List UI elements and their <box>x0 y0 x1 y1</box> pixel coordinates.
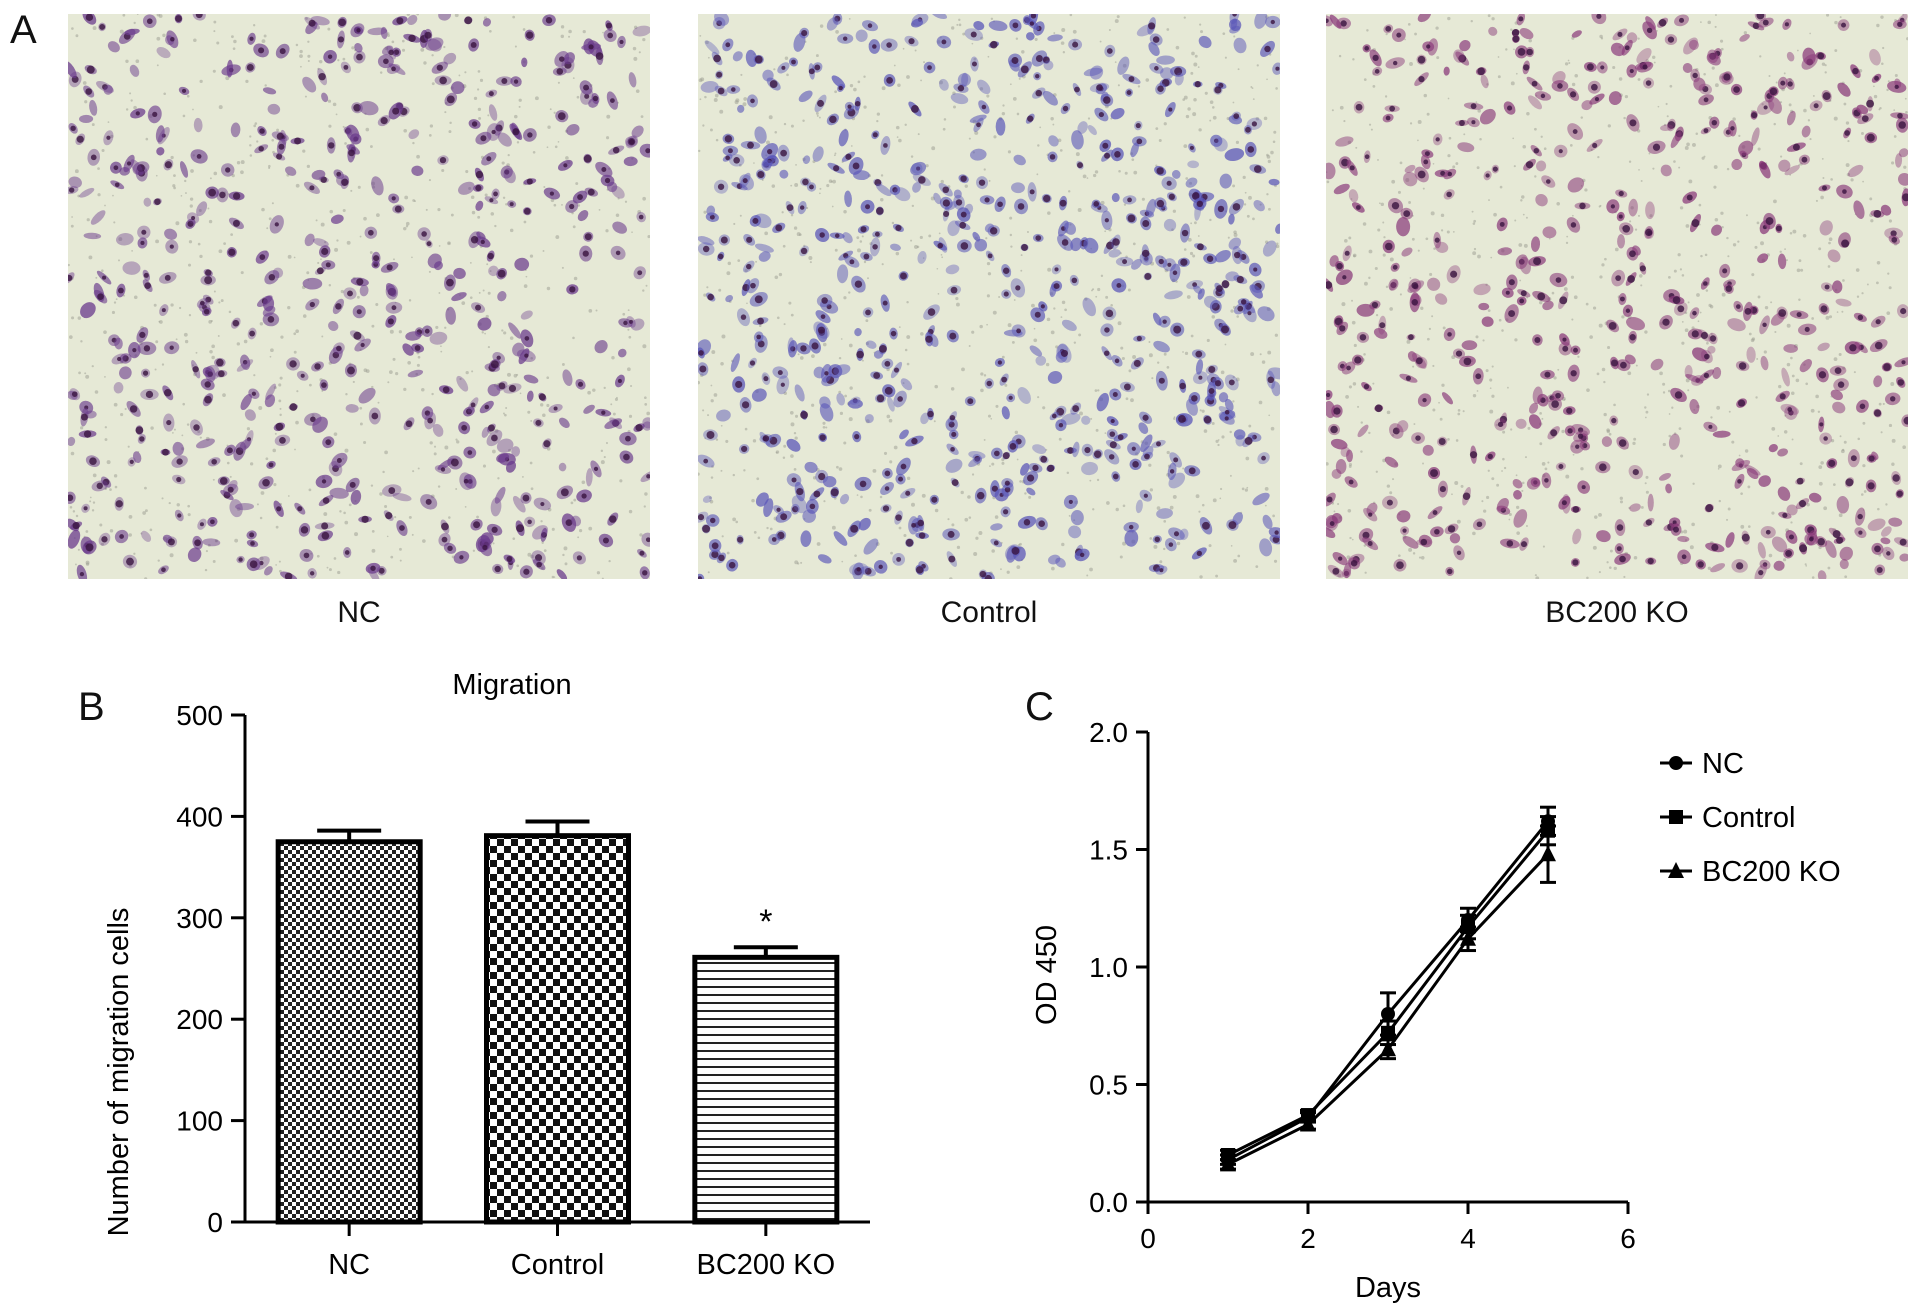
y-tick-label: 0 <box>207 1207 223 1238</box>
micrograph-texture <box>698 14 1280 579</box>
bar <box>692 954 840 1225</box>
x-tick-label: 2 <box>1300 1223 1316 1254</box>
bar <box>275 839 423 1225</box>
x-tick-label: 4 <box>1460 1223 1476 1254</box>
legend-marker <box>1669 756 1683 770</box>
y-tick-label: 500 <box>176 700 223 731</box>
y-tick-label: 1.5 <box>1089 835 1128 866</box>
line-chart-xlabel: Days <box>1355 1272 1421 1304</box>
data-point <box>1300 1115 1316 1132</box>
data-point <box>1460 929 1476 946</box>
data-point <box>1220 1155 1236 1172</box>
data-point <box>1381 1025 1395 1040</box>
micrograph-bc200-ko <box>1326 14 1908 579</box>
y-tick-label: 400 <box>176 801 223 832</box>
legend-label: NC <box>1702 748 1744 780</box>
legend-label: Control <box>1702 802 1796 834</box>
y-tick-label: 0.5 <box>1089 1070 1128 1101</box>
x-tick-label: NC <box>328 1249 370 1281</box>
micrograph-caption-nc: NC <box>337 596 381 629</box>
y-tick-label: 100 <box>176 1106 223 1137</box>
data-point <box>1540 845 1556 862</box>
micrograph-texture <box>68 14 650 579</box>
panel-label-a: A <box>10 8 37 52</box>
micrograph-texture <box>1326 14 1908 579</box>
legend-marker <box>1669 810 1683 824</box>
bar-chart-title: Migration <box>452 669 571 701</box>
y-tick-label: 200 <box>176 1004 223 1035</box>
micrograph-control <box>698 14 1280 579</box>
significance-mark: * <box>759 903 772 941</box>
y-tick-label: 2.0 <box>1089 717 1128 748</box>
growth-line-chart: Days OD 450 0.0 0.5 1.0 1.5 2.0 0 2 4 6 NC Control… <box>1031 717 1841 1304</box>
micrograph-nc <box>68 14 650 579</box>
x-tick-label: Control <box>511 1249 605 1281</box>
legend-marker <box>1668 862 1684 878</box>
panel-label-c: C <box>1025 685 1054 729</box>
line-chart-ylabel: OD 450 <box>1031 925 1063 1025</box>
y-tick-label: 300 <box>176 903 223 934</box>
migration-bar-chart: Migration Number of migration cells 0 100… <box>103 669 870 1281</box>
panel-label-b: B <box>78 685 105 729</box>
x-tick-label: 0 <box>1140 1223 1156 1254</box>
micrograph-caption-bc200-ko: BC200 KO <box>1545 596 1689 629</box>
y-tick-label: 1.0 <box>1089 952 1128 983</box>
bar <box>484 833 631 1225</box>
data-point <box>1381 1007 1395 1021</box>
x-tick-label: BC200 KO <box>697 1249 836 1281</box>
bar-chart-ylabel: Number of migration cells <box>103 908 135 1237</box>
y-tick-label: 0.0 <box>1089 1187 1128 1218</box>
micrograph-caption-control: Control <box>940 596 1038 629</box>
legend-label: BC200 KO <box>1702 856 1841 888</box>
data-point <box>1380 1040 1396 1057</box>
series-line <box>1227 820 1550 1162</box>
x-tick-label: 6 <box>1620 1223 1636 1254</box>
